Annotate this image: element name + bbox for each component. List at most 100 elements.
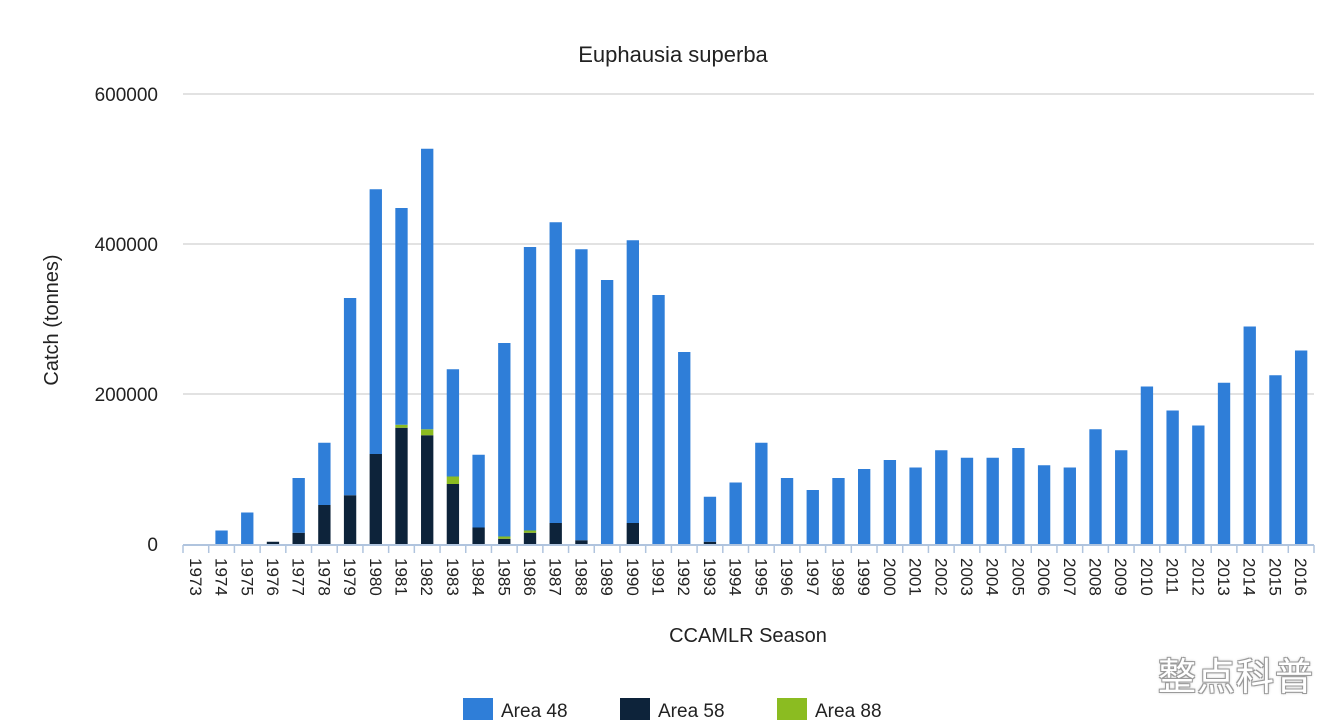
bar-area-88-1983	[446, 476, 460, 484]
x-tick-label: 1982	[417, 558, 436, 596]
bar-area-58-1990	[626, 523, 639, 544]
bar-area-58-1986	[523, 532, 537, 544]
legend: Area 48 Area 58 Area 88	[463, 698, 882, 720]
x-tick-label: 2004	[983, 558, 1002, 596]
legend-label-area-58: Area 58	[658, 701, 725, 720]
bar-area-58-1984	[472, 527, 485, 544]
legend-label-area-48: Area 48	[501, 701, 568, 720]
x-tick-label: 2016	[1291, 558, 1310, 596]
x-axis-ticks: 1973 1974 1975 1976 1977 1978 1979 1980 1981 1982…	[182, 545, 1315, 596]
watermark: 整点科普	[1157, 655, 1314, 699]
bar-area-48-2005	[1012, 448, 1025, 544]
bar-area-58-1981	[395, 427, 408, 544]
bar-area-48-2006	[1037, 465, 1051, 544]
bar-area-58-1978	[318, 505, 331, 544]
x-tick-label: 2002	[931, 558, 950, 596]
x-tick-label: 2011	[1163, 558, 1182, 595]
x-tick-label: 1985	[494, 558, 513, 596]
bar-area-88-1981	[395, 424, 408, 428]
bar-area-48-1991	[652, 295, 665, 544]
x-tick-label: 2006	[1034, 558, 1053, 596]
x-tick-label: 1983	[443, 558, 462, 596]
x-tick-label: 1977	[289, 558, 308, 596]
y-tick-label: 200000	[95, 385, 158, 406]
bar-area-48-1986	[523, 247, 537, 531]
bar-area-48-2003	[960, 457, 974, 544]
bar-area-58-1993	[703, 541, 717, 544]
bar-area-48-1974	[215, 530, 228, 544]
bar-area-48-2004	[986, 457, 999, 544]
bar-area-58-1980	[369, 454, 382, 544]
bar-area-58-1985	[498, 538, 511, 544]
x-tick-label: 1990	[623, 558, 642, 596]
bar-area-48-1982	[421, 148, 434, 430]
bar-area-48-1987	[549, 222, 562, 523]
y-tick-label: 0	[147, 535, 158, 556]
x-tick-label: 1973	[186, 558, 205, 596]
bar-area-48-1978	[318, 442, 331, 505]
bar-area-48-1980	[369, 189, 382, 454]
x-tick-label: 1981	[391, 558, 410, 596]
y-axis-ticks: 0 200000 400000 600000	[95, 85, 158, 556]
bar-area-58-1988	[575, 540, 588, 544]
y-tick-label: 400000	[95, 235, 158, 256]
x-tick-label: 1998	[828, 558, 847, 596]
bar-area-58-1983	[446, 484, 460, 544]
x-tick-label: 1974	[212, 558, 231, 596]
bar-area-48-1994	[729, 482, 742, 544]
y-tick-label: 600000	[95, 85, 158, 106]
bar-area-48-2013	[1217, 382, 1231, 544]
bar-area-48-1981	[395, 208, 408, 425]
y-axis-label: Catch (tonnes)	[41, 254, 63, 385]
x-tick-label: 1996	[777, 558, 796, 596]
x-tick-label: 1979	[340, 558, 359, 596]
bar-area-48-1999	[858, 469, 871, 544]
bar-area-88-1982	[421, 429, 434, 436]
bar-area-48-1988	[575, 249, 588, 541]
bar-area-48-2001	[909, 467, 922, 544]
bar-area-48-2002	[935, 450, 948, 544]
bar-area-48-1977	[292, 478, 305, 533]
bar-area-48-2000	[883, 460, 897, 544]
bar-area-48-1990	[626, 240, 639, 523]
bar-area-48-1989	[600, 280, 614, 544]
bar-area-48-1979	[343, 298, 357, 496]
x-tick-label: 1993	[700, 558, 719, 596]
x-tick-label: 1984	[469, 558, 488, 596]
bar-area-48-2010	[1140, 386, 1154, 544]
bar-area-48-2016	[1294, 350, 1308, 544]
bar-area-58-1982	[421, 435, 434, 544]
x-tick-label: 1987	[546, 558, 565, 596]
bar-area-88-1985	[498, 536, 511, 539]
bar-area-48-2014	[1243, 326, 1256, 544]
bar-area-48-2015	[1269, 375, 1282, 544]
bar-area-48-1995	[755, 442, 768, 544]
x-tick-label: 2014	[1240, 558, 1259, 596]
legend-swatch-area-58	[620, 698, 650, 720]
x-tick-label: 1999	[854, 558, 873, 596]
x-axis-label: CCAMLR Season	[669, 625, 827, 647]
x-tick-label: 2013	[1214, 558, 1233, 596]
x-tick-label: 1991	[649, 558, 668, 596]
bar-area-48-2011	[1166, 410, 1179, 544]
x-tick-label: 1989	[597, 558, 616, 596]
x-tick-label: 2005	[1008, 558, 1027, 596]
bar-area-48-1998	[832, 478, 845, 544]
bar-area-48-1985	[498, 343, 511, 537]
bar-area-48-2012	[1192, 425, 1205, 544]
bar-area-48-2007	[1063, 467, 1076, 544]
chart-title: Euphausia superba	[578, 42, 768, 67]
x-tick-label: 1976	[263, 558, 282, 596]
legend-swatch-area-48	[463, 698, 493, 720]
x-tick-label: 1986	[520, 558, 539, 596]
legend-label-area-88: Area 88	[815, 701, 882, 720]
x-tick-label: 1995	[751, 558, 770, 596]
bar-area-48-1992	[678, 352, 691, 544]
bar-area-48-1983	[446, 369, 460, 477]
bar-area-48-1996	[780, 478, 794, 544]
bar-area-58-1987	[549, 523, 562, 544]
x-tick-label: 1992	[674, 558, 693, 596]
bar-area-48-2009	[1115, 450, 1128, 544]
x-tick-label: 2007	[1060, 558, 1079, 596]
